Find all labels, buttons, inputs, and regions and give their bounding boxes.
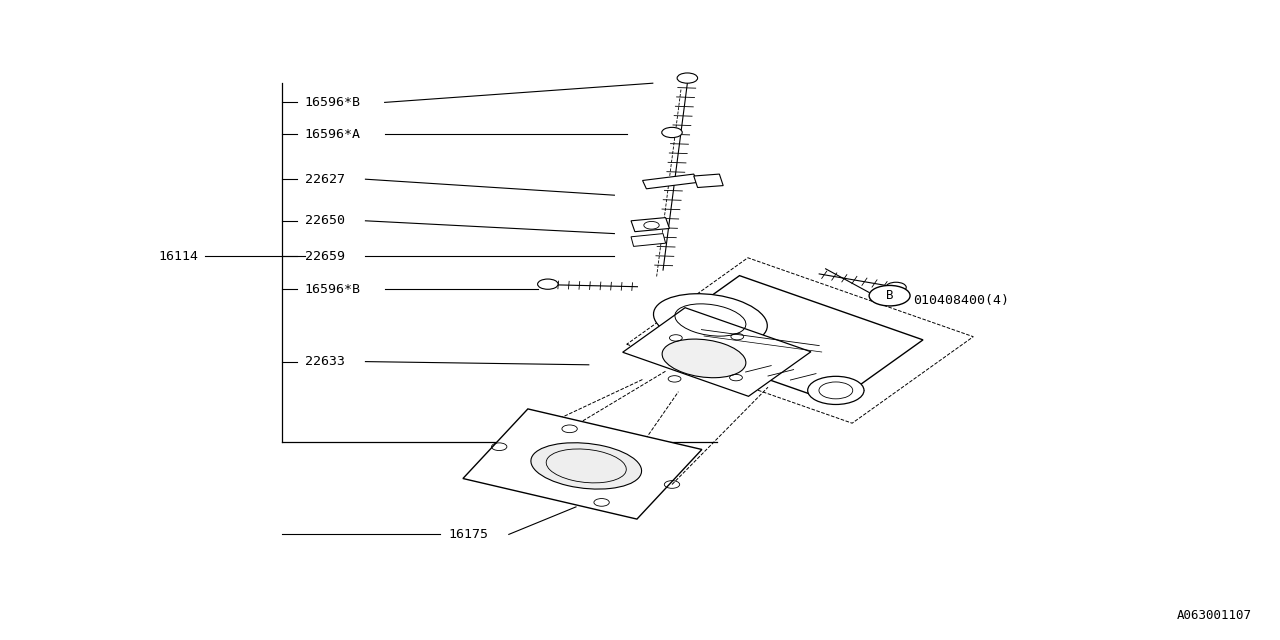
Ellipse shape xyxy=(654,294,767,346)
Text: 16596*B: 16596*B xyxy=(305,96,361,109)
Text: 16114: 16114 xyxy=(159,250,198,262)
Text: 010408400(4): 010408400(4) xyxy=(913,294,1009,307)
Text: 22659: 22659 xyxy=(305,250,344,262)
Polygon shape xyxy=(631,218,669,232)
Text: 22627: 22627 xyxy=(305,173,344,186)
Circle shape xyxy=(662,127,682,138)
Circle shape xyxy=(808,376,864,404)
Text: 22633: 22633 xyxy=(305,355,344,368)
Polygon shape xyxy=(694,174,723,188)
Text: A063001107: A063001107 xyxy=(1176,609,1252,622)
Text: 22650: 22650 xyxy=(305,214,344,227)
Ellipse shape xyxy=(531,443,641,489)
Text: B: B xyxy=(886,289,893,302)
Polygon shape xyxy=(463,409,701,519)
Ellipse shape xyxy=(662,339,746,378)
Text: 16596*A: 16596*A xyxy=(305,128,361,141)
Polygon shape xyxy=(652,276,923,403)
Polygon shape xyxy=(631,234,666,246)
Text: 16596*B: 16596*B xyxy=(305,283,361,296)
Circle shape xyxy=(677,73,698,83)
Circle shape xyxy=(886,282,906,292)
Polygon shape xyxy=(622,308,812,396)
Circle shape xyxy=(869,285,910,306)
Polygon shape xyxy=(643,174,698,189)
Text: 16175: 16175 xyxy=(448,528,488,541)
Circle shape xyxy=(538,279,558,289)
